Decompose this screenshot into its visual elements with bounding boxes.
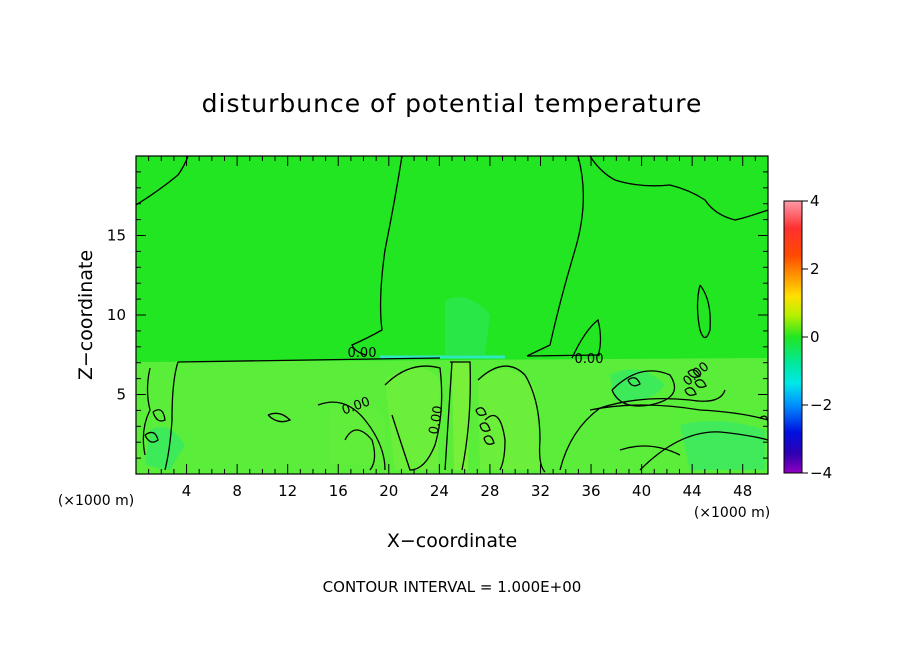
y-tick-label: 5	[116, 386, 126, 404]
colorbar-tick-label: 4	[810, 192, 820, 210]
x-tick-label: 20	[379, 482, 398, 500]
contour-interval-note: CONTOUR INTERVAL = 1.000E+00	[323, 578, 582, 596]
x-tick-label: 4	[182, 482, 192, 500]
contour-line	[684, 387, 697, 396]
contour-line	[344, 429, 376, 471]
contour-line	[484, 414, 506, 471]
contour-line	[142, 367, 151, 456]
colorbar-tick-label: 0	[810, 328, 820, 346]
x-unit-label-right: (×1000 m)	[694, 505, 770, 521]
contour-line	[444, 361, 453, 471]
x-axis: 4 8 12 16 20 24 28 32 36 40 44 48	[148, 156, 756, 500]
contour-line	[627, 377, 641, 387]
x-tick-label: 48	[733, 482, 752, 500]
colorbar-gradient	[783, 200, 803, 474]
y-axis-label: Z−coordinate	[75, 250, 97, 380]
chart-title: disturbunce of potential temperature	[202, 89, 703, 118]
colorbar-tick-label: −2	[810, 396, 832, 414]
cool-patch	[145, 427, 185, 470]
contour-label: 0.00	[575, 352, 604, 367]
x-tick-label: 40	[632, 482, 651, 500]
contour-line	[144, 431, 159, 443]
contour-line	[177, 357, 441, 363]
contour-line	[559, 389, 726, 471]
contour-line	[589, 404, 769, 421]
plot-area: 0.00 0.00 0.00 0.00 0.00	[135, 155, 769, 475]
contour-line	[571, 318, 602, 359]
lower-layer-fill	[136, 358, 768, 474]
contour-line	[164, 361, 179, 471]
contour-line	[526, 155, 584, 357]
contour-line	[639, 431, 769, 471]
cool-patch	[445, 297, 490, 355]
y-tick-label: 15	[107, 227, 126, 245]
warm-blob	[330, 404, 385, 465]
contour-line	[317, 401, 386, 471]
contour-line	[267, 412, 292, 423]
contour-line	[351, 155, 403, 356]
x-tick-label: 44	[683, 482, 702, 500]
x-tick-label: 32	[531, 482, 550, 500]
colorbar: 4 2 0 −2 −4	[783, 192, 832, 482]
colorbar-tick-label: −4	[810, 464, 832, 482]
y-tick-label: 10	[107, 306, 126, 324]
contour-label: 0.00	[427, 405, 447, 436]
x-tick-label: 24	[430, 482, 449, 500]
warm-blob	[385, 367, 440, 470]
contour-line	[696, 284, 711, 339]
contour-line	[694, 379, 707, 388]
contour-line	[479, 422, 491, 432]
contour-lines	[135, 155, 769, 473]
contour-line	[152, 409, 166, 422]
x-tick-label: 8	[232, 482, 242, 500]
x-tick-label: 36	[581, 482, 600, 500]
colorbar-tick-label: 2	[810, 260, 820, 278]
contour-line	[619, 445, 681, 456]
contour-line	[526, 354, 601, 357]
x-axis-label: X−coordinate	[387, 530, 517, 552]
contour-line	[687, 369, 701, 378]
x-unit-label-left: (×1000 m)	[58, 493, 134, 509]
warm-blob	[478, 369, 540, 470]
colorbar-ticks: 4 2 0 −2 −4	[802, 192, 832, 482]
contour-line	[384, 365, 443, 471]
contour-line	[135, 155, 189, 206]
x-tick-label: 12	[278, 482, 297, 500]
contour-label: 0.00	[348, 346, 377, 361]
x-tick-label: 28	[480, 482, 499, 500]
contour-line	[589, 155, 769, 221]
contour-line	[475, 407, 487, 416]
y-axis: 5 10 15	[107, 171, 768, 459]
warm-blob	[452, 362, 470, 470]
cool-patch	[680, 421, 765, 470]
contour-line	[477, 365, 546, 473]
x-tick-label: 16	[329, 482, 348, 500]
contour-line	[483, 435, 495, 445]
contour-line	[611, 370, 676, 407]
contour-line	[450, 361, 471, 471]
